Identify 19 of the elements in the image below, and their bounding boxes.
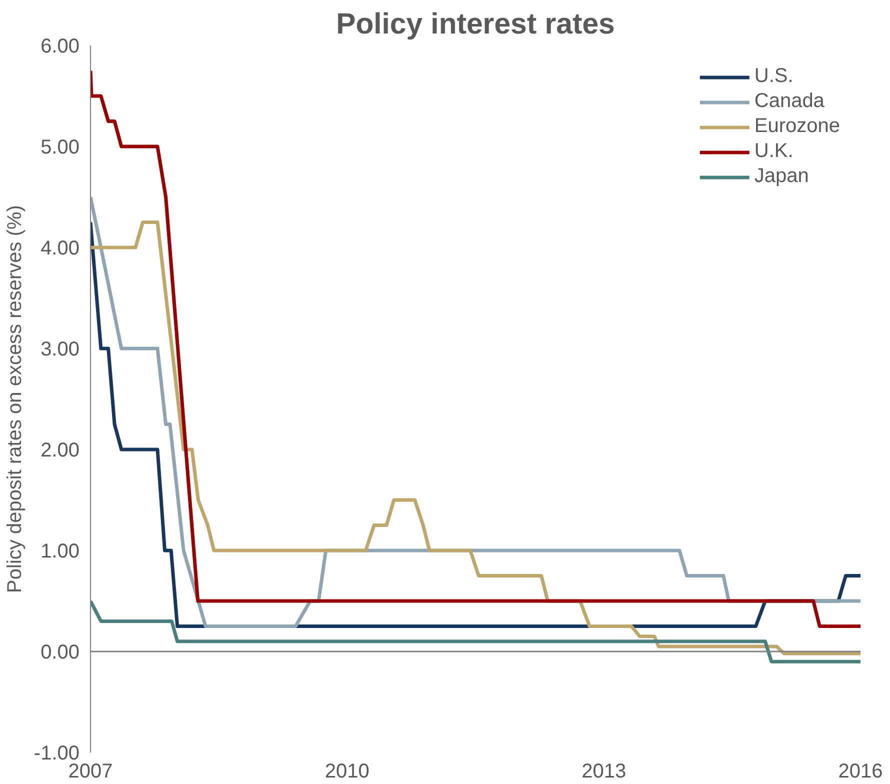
x-tick-label: 2016	[838, 760, 883, 782]
legend-label: Canada	[754, 90, 824, 113]
y-tick-label: 2.00	[40, 440, 80, 462]
y-tick-label: 4.00	[40, 238, 80, 260]
y-tick-label: 1.00	[40, 540, 80, 562]
legend-label: Eurozone	[754, 115, 840, 138]
y-tick-label: 6.00	[40, 36, 80, 58]
legend-label: Japan	[754, 165, 809, 188]
legend-label: U.S.	[754, 65, 794, 88]
legend-label: U.K.	[754, 140, 794, 163]
chart-title: Policy interest rates	[336, 8, 615, 40]
line-series	[90, 599, 860, 664]
y-tick-label: 0.00	[40, 642, 80, 664]
y-tick-label: 3.00	[40, 338, 80, 360]
line-series	[90, 69, 860, 628]
y-axis-title: Policy deposit rates on excess reserves (%)	[4, 205, 26, 593]
x-tick-label: 2013	[582, 760, 626, 782]
x-tick-label: 2010	[324, 760, 370, 782]
y-tick-label: 5.00	[40, 136, 80, 158]
